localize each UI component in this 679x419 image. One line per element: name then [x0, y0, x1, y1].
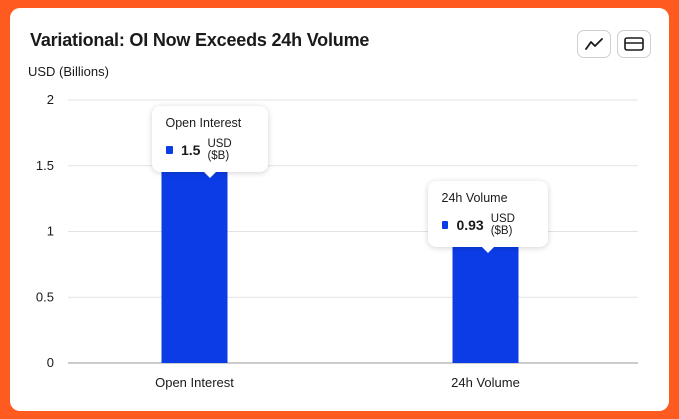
tooltip-value: 1.5: [180, 141, 201, 158]
tooltip-series-name: 24h Volume: [441, 190, 508, 205]
chart-card: Variational: OI Now Exceeds 24h Volume U…: [10, 8, 669, 411]
bar: [161, 165, 228, 363]
tooltip-value: 0.93: [456, 216, 484, 233]
y-tick-label: 0.5: [36, 289, 54, 304]
y-tick-label: 1: [47, 224, 54, 239]
line-chart-button[interactable]: [577, 30, 611, 58]
tooltip-unit: USD ($B): [490, 212, 515, 237]
chart-title: Variational: OI Now Exceeds 24h Volume: [30, 30, 370, 50]
card-view-button[interactable]: [617, 30, 651, 58]
chart-toolbar: [577, 30, 651, 58]
y-axis-unit-label: USD (Billions): [28, 64, 109, 79]
card-view-icon: [624, 37, 644, 51]
tooltip-series-name: Open Interest: [165, 115, 242, 130]
y-tick-label: 1.5: [36, 158, 54, 173]
bar: [452, 240, 519, 363]
tooltip-open-interest: Open Interest 1.5 USD ($B): [151, 105, 268, 178]
tooltip-unit: USD ($B): [207, 137, 232, 162]
bar-chart: 0 0.5 1 1.5 2 Open Interest 24h Volume: [36, 92, 638, 390]
y-tick-label: 0: [47, 355, 54, 370]
series-color-swatch: [165, 145, 173, 154]
series-color-swatch: [441, 220, 449, 229]
y-tick-label: 2: [47, 92, 54, 107]
tooltip-24h-volume: 24h Volume 0.93 USD ($B): [427, 180, 548, 253]
line-chart-icon: [585, 38, 603, 50]
x-category-label: Open Interest: [155, 375, 234, 390]
x-category-label: 24h Volume: [451, 375, 520, 390]
